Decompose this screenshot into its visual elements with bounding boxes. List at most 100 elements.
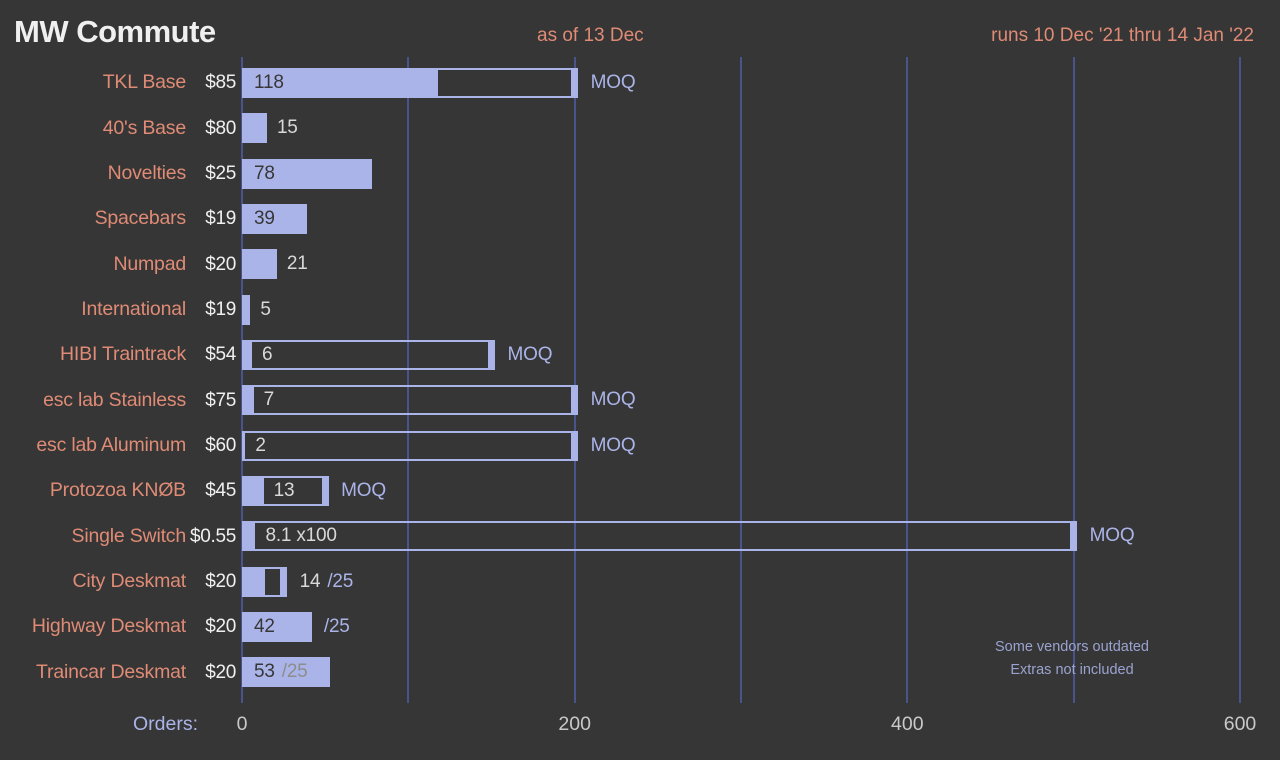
bar-fill (242, 294, 251, 325)
chart-row: Single Switch $0.55 8.1 x100 MOQ (0, 514, 1280, 559)
bar-value-label: 8.1 x100 (265, 525, 337, 547)
bar-value-label: 118 (254, 71, 284, 93)
row-price: $20 (205, 661, 236, 683)
chart-row: Protozoa KNØB $45 13 MOQ (0, 468, 1280, 513)
bar-value-label: 14 (299, 570, 321, 592)
bar-group: 118 MOQ (242, 67, 1280, 98)
bar-text-group: 6 (261, 340, 273, 370)
moq-tick (280, 566, 288, 597)
bar-value-label: 39 (254, 207, 275, 229)
row-label: Traincar Deskmat (36, 660, 186, 683)
chart-row: TKL Base $85 118 MOQ (0, 60, 1280, 105)
moq-tick (488, 339, 495, 370)
row-label: Spacebars (94, 207, 187, 230)
bar-text-group: MOQ (1090, 521, 1135, 551)
row-price: $19 (205, 298, 236, 320)
row-price: $45 (205, 480, 236, 502)
bar-fill (242, 430, 246, 461)
chart-row: HIBI Traintrack $54 6 MOQ (0, 332, 1280, 377)
bar-value-label: 53 (254, 661, 275, 683)
bar-fill (242, 521, 256, 552)
bar-value-label: 21 (286, 253, 308, 275)
bar-value-label: 5 (260, 298, 271, 320)
row-price: $20 (205, 570, 236, 592)
row-label: Novelties (107, 161, 187, 184)
bar-fill (242, 611, 312, 642)
row-label: HIBI Traintrack (60, 343, 186, 366)
bar-value-label: 15 (276, 117, 298, 139)
row-price: $54 (205, 344, 236, 366)
gridline (740, 57, 742, 703)
bar-group: 7 MOQ (242, 385, 1280, 416)
bar-text-group: 21 (287, 249, 308, 279)
row-label: TKL Base (102, 71, 187, 94)
bar-text-group: 2 (255, 431, 266, 461)
moq-tick (571, 385, 579, 416)
row-price: $25 (205, 162, 236, 184)
as-of-label: as of 13 Dec (537, 25, 644, 46)
moq-label: MOQ (341, 479, 386, 501)
row-label: Single Switch (71, 524, 187, 547)
row-price: $20 (205, 616, 236, 638)
bar-group: 2 MOQ (242, 430, 1280, 461)
bar-group: 53/25 (242, 657, 1280, 688)
footnotes: Some vendors outdated Extras not include… (952, 636, 1192, 681)
bar-value-label: 2 (255, 434, 266, 456)
bar-group: 14/25 (242, 566, 1280, 597)
bar-text-group: MOQ (591, 431, 636, 461)
x-tick-label: 400 (891, 713, 924, 735)
chart-row: Novelties $25 78 (0, 151, 1280, 196)
bar-text-group: 14/25 (300, 567, 354, 597)
moq-tick (1070, 521, 1078, 552)
moq-label: MOQ (507, 343, 553, 365)
bar-value-label: 13 (273, 479, 295, 501)
row-label: Protozoa KNØB (49, 479, 186, 502)
bar-text-group: MOQ (591, 68, 636, 98)
row-price: $20 (205, 253, 236, 275)
bar-group: 42/25 (242, 611, 1280, 642)
row-label: 40's Base (102, 116, 186, 139)
row-price: $19 (205, 208, 236, 230)
bar-fill (242, 339, 252, 370)
moq-outline (242, 521, 1074, 552)
row-label: esc lab Stainless (43, 388, 186, 411)
target-label: /25 (327, 570, 354, 592)
bar-value-label: 7 (263, 389, 275, 411)
bar-fill (242, 475, 264, 506)
page-title: MW Commute (14, 14, 216, 49)
bar-text-group: 42 (254, 612, 275, 642)
bar-value-label: 6 (261, 343, 273, 365)
bar-text-group: /25 (324, 612, 350, 642)
bar-value-label: 78 (254, 162, 275, 184)
bar-text-group: 13 (274, 476, 295, 506)
target-label: /25 (323, 615, 350, 637)
bar-group: 15 (242, 113, 1280, 144)
bar-group: 78 (242, 158, 1280, 189)
gridline (1072, 57, 1075, 703)
x-tick-label: 0 (236, 713, 248, 735)
target-label: /25 (281, 661, 308, 683)
moq-label: MOQ (590, 434, 636, 456)
moq-outline (242, 339, 492, 370)
bar-text-group: 78 (254, 159, 275, 189)
bar-fill (242, 249, 277, 280)
bar-group: 13 MOQ (242, 475, 1280, 506)
runs-label: runs 10 Dec '21 thru 14 Jan '22 (991, 25, 1254, 46)
x-axis-title: Orders: (132, 713, 198, 735)
bar-fill (242, 657, 331, 688)
moq-tick (571, 67, 579, 98)
gridline (407, 57, 410, 703)
row-label: International (81, 297, 186, 320)
bar-text-group: 118 (254, 68, 284, 98)
bar-fill (242, 566, 266, 597)
moq-tick (571, 430, 579, 461)
gridline (1239, 57, 1241, 703)
bar-value-label: 42 (254, 615, 275, 637)
bar-text-group: 53/25 (254, 657, 308, 687)
chart-row: esc lab Stainless $75 7 MOQ (0, 378, 1280, 423)
row-price: $85 (205, 72, 236, 94)
row-label: Numpad (113, 252, 186, 275)
